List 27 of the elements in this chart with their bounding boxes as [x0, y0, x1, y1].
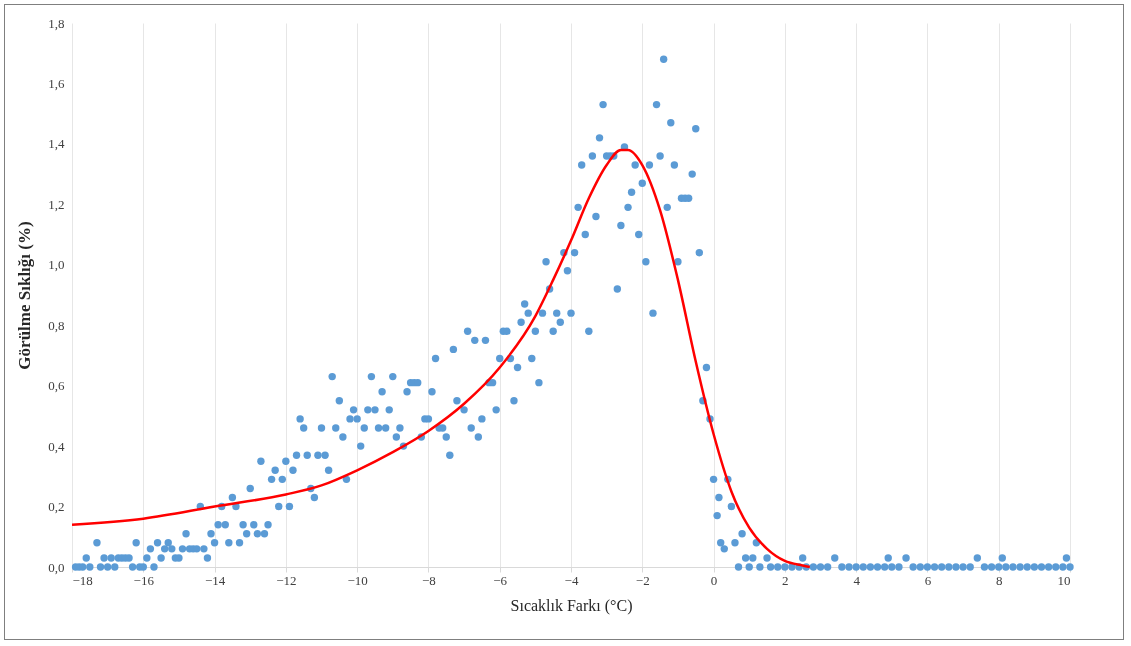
x-tick-label: 6: [924, 572, 932, 588]
y-tick-label: 0,8: [48, 317, 65, 333]
x-tick-label: 8: [995, 572, 1003, 588]
y-tick-label: 0,0: [48, 559, 65, 575]
x-tick-label: 4: [853, 572, 861, 588]
y-tick-label: 0,6: [48, 378, 65, 394]
y-tick-label: 1,0: [48, 257, 65, 273]
x-tick-label: −4: [564, 572, 579, 588]
y-tick-label: 0,2: [48, 499, 65, 515]
x-tick-label: 10: [1057, 572, 1071, 588]
y-axis-title: Görülme Sıklığı (%): [15, 221, 35, 370]
x-tick-label: −16: [133, 572, 155, 588]
x-axis-title: Sıcaklık Farkı (°C): [510, 596, 633, 615]
y-tick-label: 1,8: [48, 15, 65, 31]
y-tick-label: 1,6: [48, 75, 65, 91]
x-tick-label: −12: [276, 572, 297, 588]
x-tick-label: −10: [347, 572, 368, 588]
x-tick-label: −6: [493, 572, 508, 588]
x-tick-label: −8: [422, 572, 436, 588]
y-tick-label: 0,4: [48, 438, 65, 454]
x-tick-label: 2: [782, 572, 789, 588]
x-tick-label: −18: [72, 572, 93, 588]
y-tick-label: 1,2: [48, 196, 65, 212]
y-tick-label: 1,4: [48, 136, 65, 152]
x-tick-label: −2: [635, 572, 650, 588]
x-tick-label: 0: [710, 572, 718, 588]
x-tick-label: −14: [204, 572, 226, 588]
